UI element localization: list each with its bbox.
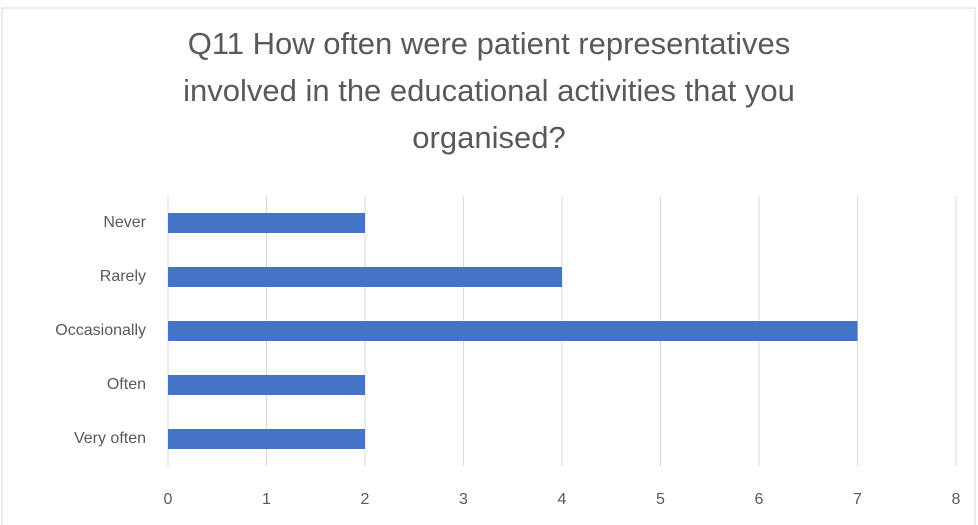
x-tick-label: 2 [361, 491, 370, 508]
bar [168, 267, 562, 287]
bar [168, 429, 365, 449]
chart-title: Q11 How often were patient representativ… [183, 26, 795, 155]
chart-border [1, 7, 976, 525]
bar [168, 375, 365, 395]
x-tick-label: 8 [952, 491, 961, 508]
bar [168, 321, 858, 341]
x-tick-label: 5 [656, 491, 665, 508]
x-tick-label: 6 [755, 491, 764, 508]
x-tick-label: 0 [164, 491, 173, 508]
x-tick-label: 3 [459, 491, 468, 508]
x-tick-label: 4 [558, 491, 567, 508]
y-tick-label: Occasionally [55, 322, 146, 339]
x-tick-label: 1 [262, 491, 271, 508]
y-tick-label: Often [107, 376, 146, 393]
x-tick-label: 7 [853, 491, 862, 508]
y-tick-label: Very often [74, 430, 146, 447]
y-tick-label: Rarely [100, 268, 146, 285]
bar [168, 213, 365, 233]
y-tick-label: Never [103, 214, 146, 231]
